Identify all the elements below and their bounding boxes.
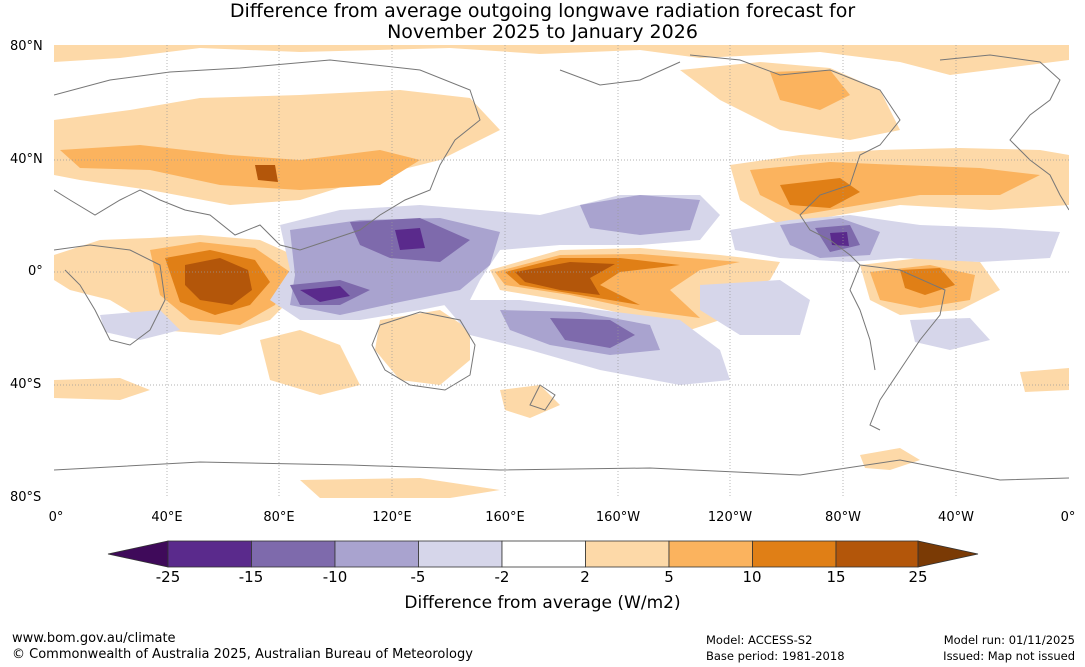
map-title-line-2: November 2025 to January 2026: [387, 21, 698, 43]
anomaly-region: [580, 195, 700, 235]
coastline: [371, 311, 476, 391]
colorbar-segment: [668, 540, 753, 568]
anomaly-region: [100, 310, 180, 340]
footer-url[interactable]: www.bom.gov.au/climate: [12, 631, 176, 646]
colorbar-segment: [501, 540, 586, 568]
coastline: [529, 384, 556, 411]
anomaly-region: [550, 318, 635, 348]
anomaly-region: [910, 318, 990, 350]
colorbar-tick-label: -10: [322, 568, 348, 586]
lat-label-80n: 80°N: [10, 39, 43, 54]
colorbar-arrow-low: [107, 540, 169, 568]
colorbar-tick-label: 10: [742, 568, 762, 586]
lon-label-40e: 40°E: [151, 510, 183, 525]
coastline: [689, 54, 901, 266]
lat-label-40s: 40°S: [10, 377, 42, 392]
colorbar-label: Difference from average (W/m2): [404, 593, 681, 613]
anomaly-region: [60, 145, 420, 190]
colorbar-tick-label: 15: [826, 568, 846, 586]
anomaly-region: [770, 70, 850, 110]
lat-label-80s: 80°S: [10, 490, 42, 505]
colorbar-tick-label: 5: [664, 568, 674, 586]
anomaly-region: [860, 448, 920, 470]
colorbar-arrow-high: [917, 540, 979, 568]
lon-label-80w: 80°W: [825, 510, 861, 525]
coastline: [859, 264, 946, 431]
anomaly-region: [260, 330, 360, 395]
colorbar-segment: [585, 540, 670, 568]
anomaly-region: [300, 478, 500, 498]
anomaly-region: [700, 280, 810, 335]
lon-label-80e: 80°E: [263, 510, 295, 525]
anomaly-region: [395, 228, 425, 250]
coastline: [559, 61, 681, 86]
lat-label-equator: 0°: [28, 264, 43, 279]
anomaly-region: [54, 378, 150, 400]
colorbar-tick-label: 25: [908, 568, 928, 586]
footer-model: Model: ACCESS-S2: [706, 633, 813, 647]
anomaly-region: [780, 178, 860, 208]
anomaly-region: [255, 165, 278, 182]
colorbar-segment: [835, 540, 919, 568]
lon-label-120e: 120°E: [372, 510, 412, 525]
colorbar-tick-label: -2: [494, 568, 510, 586]
footer-base-period: Base period: 1981-2018: [706, 649, 845, 663]
colorbar-segment: [752, 540, 837, 568]
footer-model-run: Model run: 01/11/2025: [943, 633, 1075, 647]
colorbar-segment: [418, 540, 503, 568]
footer-issued: Issued: Map not issued: [943, 649, 1075, 663]
colorbar-tick-label: -5: [410, 568, 426, 586]
lat-label-40n: 40°N: [10, 152, 43, 167]
lon-label-160w: 160°W: [595, 510, 641, 525]
coastline: [54, 59, 481, 251]
coastline: [54, 459, 1069, 481]
anomaly-fields: [54, 45, 1069, 498]
anomaly-region: [375, 310, 470, 385]
lon-label-40w: 40°W: [938, 510, 974, 525]
colorbar-tick-label: 2: [580, 568, 590, 586]
anomaly-region: [54, 90, 500, 205]
lon-label-0-east: 0°: [1060, 510, 1076, 525]
graticule: [54, 45, 1069, 498]
coastlines: [54, 54, 1069, 481]
anomaly-region: [515, 262, 615, 295]
lon-label-120w: 120°W: [707, 510, 753, 525]
anomaly-region: [1020, 368, 1069, 392]
footer-copyright: © Commonwealth of Australia 2025, Austra…: [12, 647, 473, 662]
anomaly-region: [300, 286, 350, 302]
colorbar-segment: [334, 540, 419, 568]
colorbar-tick-label: -25: [155, 568, 181, 586]
coastline: [54, 244, 166, 346]
lon-label-0: 0°: [48, 510, 64, 525]
colorbar-segment: [167, 540, 252, 568]
lon-label-160e: 160°E: [485, 510, 525, 525]
coastline: [939, 54, 1069, 211]
colorbar-tick-label: -15: [238, 568, 264, 586]
map-title-line-1: Difference from average outgoing longwav…: [229, 0, 856, 22]
coastline: [849, 264, 876, 371]
colorbar-segment: [251, 540, 336, 568]
anomaly-region: [830, 232, 849, 246]
anomaly-region: [185, 258, 252, 305]
anomaly-region: [54, 45, 1069, 75]
